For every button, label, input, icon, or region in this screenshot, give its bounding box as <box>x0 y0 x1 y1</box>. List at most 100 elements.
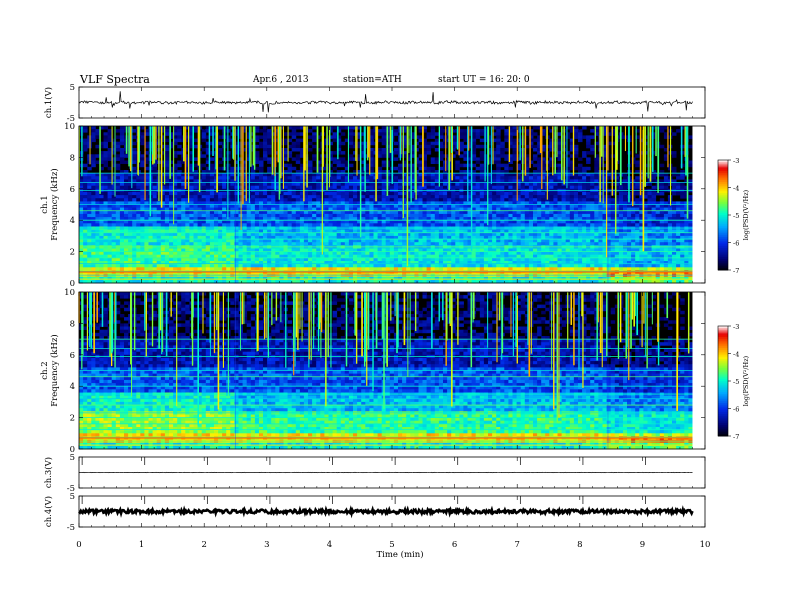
ch1-spectrogram-cell <box>87 185 92 190</box>
ch1-spectrogram-cell <box>205 144 211 149</box>
ch1-spectrogram-cell <box>422 210 427 215</box>
ch1-spectrogram-cell <box>83 261 88 265</box>
ch1-spectrogram-cell <box>426 251 432 256</box>
ch1-spectrogram-cell <box>169 279 174 284</box>
ch1-spectrogram-cell <box>430 248 436 252</box>
ch1-spectrogram-cell <box>418 163 423 168</box>
ch1-spectrogram-cell <box>512 210 517 215</box>
ch1-spectrogram-cell <box>242 163 248 168</box>
ch1-spectrogram-cell <box>496 254 501 259</box>
ch1-spectrogram-cell <box>479 151 485 155</box>
ch1-spectrogram-cell <box>303 191 309 196</box>
ch1-spectrogram-cell <box>402 160 407 164</box>
ch1-spectrogram-cell <box>348 201 354 205</box>
ch1-spectrogram-cell <box>99 220 104 224</box>
ch1-spectrogram-cell <box>303 207 309 212</box>
ch1-spectrogram-cell <box>209 279 215 284</box>
ch1-spectrogram-cell <box>242 179 248 183</box>
ch1-spectrogram-cell <box>136 242 141 246</box>
ch1-spectrogram-cell <box>406 220 411 224</box>
ch1-spectrogram-cell <box>111 239 117 243</box>
ch1-spectrogram-cell <box>295 138 301 143</box>
ch1-spectrogram-cell <box>287 195 293 199</box>
ch1-spectrogram-cell <box>328 129 333 133</box>
ch1-spectrogram-cell <box>99 276 104 281</box>
ch1-spectrogram-cell <box>279 223 284 227</box>
ch1-spectrogram-cell <box>177 132 182 136</box>
ch1-spectrogram-cell <box>492 179 497 183</box>
ch1-spectrogram-cell <box>381 204 387 208</box>
ch1-spectrogram-cell <box>393 207 399 212</box>
ch1-spectrogram-cell <box>500 257 505 262</box>
ch1-spectrogram-cell <box>295 254 301 259</box>
ch1-spectrogram-cell <box>434 229 440 234</box>
ch1-spectrogram-cell <box>87 144 92 149</box>
ch1-spectrogram-cell <box>512 154 517 158</box>
ch1-spectrogram-cell <box>520 195 526 199</box>
ch1-spectrogram-cell <box>516 232 522 237</box>
ch1-spectrogram-cell <box>332 264 338 268</box>
ch1-spectrogram-cell <box>496 148 501 152</box>
ch1-spectrogram-cell <box>410 261 415 265</box>
ch1-spectrogram-cell <box>181 179 186 183</box>
ch1-spectrogram-cell <box>340 176 346 180</box>
ch1-spectrogram-cell <box>189 267 194 271</box>
ch1-spectrogram-cell <box>422 160 427 164</box>
ch1-spectrogram-cell <box>111 195 117 199</box>
ch1-spectrogram-cell <box>348 176 354 180</box>
ch1-spectrogram-cell <box>279 251 284 256</box>
ch1-spectrogram-cell <box>144 279 149 284</box>
ch1-spectrogram-cell <box>422 267 427 271</box>
ch1-spectrogram-cell <box>496 239 501 243</box>
ch1-spectrogram-cell <box>430 235 436 240</box>
ch1-spectrogram-cell <box>508 129 513 133</box>
ch1-spectrogram-cell <box>402 138 407 143</box>
ch1-spectrogram-cell <box>303 179 309 183</box>
ch1-spectrogram-cell <box>201 173 207 177</box>
ch1-spectrogram-cell <box>103 135 108 139</box>
ch1-spectrogram-cell <box>83 176 88 180</box>
ch1-spectrogram-cell <box>107 166 113 171</box>
ch1-spectrogram-cell <box>136 257 141 262</box>
ch1-spectrogram-cell <box>410 239 415 243</box>
ch1-spectrogram-cell <box>524 179 530 183</box>
ch1-spectrogram-cell <box>398 220 403 224</box>
ch1-spectrogram-cell <box>524 213 530 218</box>
ch1-spectrogram-cell <box>406 261 411 265</box>
ch1-spectrogram-cell <box>447 251 452 256</box>
ch1-spectrogram-cell <box>234 261 239 265</box>
ch1-spectrogram-cell <box>496 132 501 136</box>
ch1-spectrogram-cell <box>373 264 378 268</box>
ch1-spectrogram-cell <box>406 279 411 284</box>
ch1-spectrogram-cell <box>87 264 92 268</box>
ch1-spectrogram-cell <box>508 232 513 237</box>
ch1-spectrogram-cell <box>475 185 481 190</box>
ch1-spectrogram-cell <box>340 264 346 268</box>
ch1-spectrogram-cell <box>512 132 517 136</box>
ch1-spectrogram-cell <box>467 229 472 234</box>
ch1-spectrogram-cell <box>209 173 215 177</box>
ch1-spectrogram-cell <box>492 251 497 256</box>
ch1-spectrogram-cell <box>287 267 293 271</box>
ch1-spectrogram-cell <box>267 185 272 190</box>
ch1-spectrogram-cell <box>332 223 338 227</box>
ch1-spectrogram-cell <box>152 264 158 268</box>
ch1-spectrogram-cell <box>148 254 153 259</box>
ch1-spectrogram-cell <box>496 242 501 246</box>
ch1-spectrogram-cell <box>336 141 342 146</box>
ch1-spectrogram-cell <box>353 191 358 196</box>
ch1-spectrogram-cell <box>479 242 485 246</box>
ch1-spectrogram-cell <box>459 257 464 262</box>
ch1-spectrogram-cell <box>140 264 145 268</box>
ch1-spectrogram-cell <box>308 220 313 224</box>
ch1-spectrogram-cell <box>308 210 313 215</box>
ch1-spectrogram-cell <box>496 279 501 284</box>
ch1-spectrogram-cell <box>267 232 272 237</box>
ch1-spectrogram-cell <box>438 132 444 136</box>
ch1-spectrogram-cell <box>87 173 92 177</box>
ch1-spectrogram-cell <box>156 213 162 218</box>
ch1-spectrogram-cell <box>381 129 387 133</box>
ch1-spectrogram-cell <box>463 135 468 139</box>
ch1-spectrogram-cell <box>111 220 117 224</box>
ch1-spectrogram-cell <box>398 235 403 240</box>
